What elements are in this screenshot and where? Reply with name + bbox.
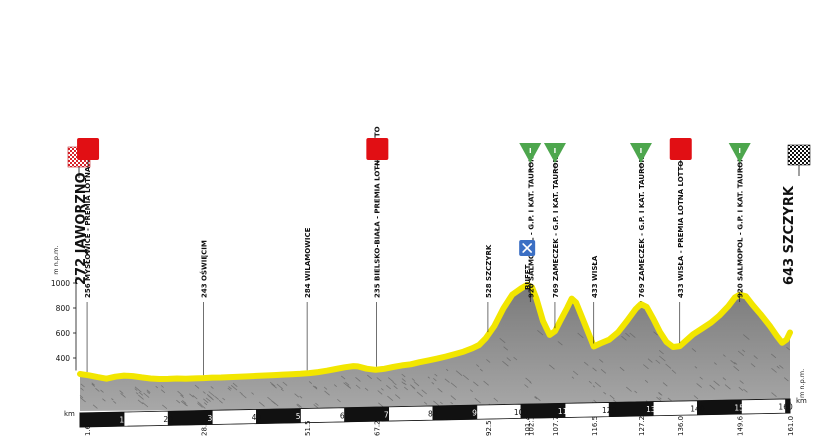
mountain-category-icon: I [554, 147, 557, 155]
annotation-label: 528 SZCZYRK [485, 244, 493, 298]
km-tick-label: 80 [428, 410, 438, 419]
annotation-leaders [86, 283, 741, 376]
km-marker-label: 51.5 [304, 420, 312, 436]
sprint-flag-icon [366, 138, 389, 160]
annotation-label: 920 SALMOPOL - G.P. I KAT. TAURON [737, 156, 745, 298]
km-axis-segment [344, 406, 389, 423]
km-axis-segment [211, 409, 257, 425]
km-tick-label: 40 [252, 413, 262, 422]
annotation-label: 284 WILAMOWICE [304, 227, 312, 298]
annotation-label: 256 MYSŁOWICE - PREMIA LOTNA LOTTO [84, 138, 92, 298]
km-marker-label: 136.0 [677, 416, 685, 436]
km-marker-label: 102.1 [527, 416, 535, 436]
annotation-label: BUFET [524, 264, 532, 290]
km-tick-label: 160 [778, 403, 793, 412]
fork-knife-icon [522, 243, 532, 253]
mountain-category-icon: I [529, 147, 532, 155]
km-axis-segment [432, 404, 478, 421]
annotation-label: 235 BIELSKO-BIAŁA - PREMIA LOTNA LOTTO [373, 126, 381, 298]
km-tick-label: 10 [119, 416, 129, 425]
y-axis-label-right: m n.p.m. [798, 369, 806, 398]
y-axis-label: m n.p.m. [52, 246, 60, 275]
annotation-label: 769 ZAMECZEK - G.P. I KAT. TAURON [552, 157, 560, 298]
km-axis-segment [785, 398, 791, 414]
km-tick-label: 50 [296, 412, 306, 421]
km-marker-label: 107.7 [552, 416, 560, 436]
km-tick-label: 110 [558, 407, 573, 416]
km-tick-label: 100 [514, 408, 529, 417]
elevation-axis: 400 600 800 1000 m n.p.m. m n.p.m. [51, 246, 806, 398]
terrain-fill [80, 284, 790, 411]
y-tick-label: 1000 [51, 279, 70, 288]
km-marker-label: 161.0 [787, 416, 795, 436]
km-tick-label: 130 [646, 405, 661, 414]
km-marker-label: 67.2 [373, 420, 381, 436]
mountain-classification-icon [728, 143, 751, 163]
annotation-label: 920 SALMOPOL - G.P. I KAT. TAURON [527, 156, 535, 298]
mountain-classification-icon [543, 143, 566, 163]
km-marker-label: 116.5 [591, 416, 599, 436]
terrain-area [77, 281, 793, 411]
km-tick-label: 140 [690, 404, 705, 413]
mountain-category-icon: I [640, 147, 643, 155]
km-tick-label: 20 [163, 415, 173, 424]
km-tick-label: 120 [602, 406, 617, 415]
km-marker-label: 149.6 [737, 415, 745, 436]
km-marker-label: 92.5 [485, 420, 493, 436]
km-axis-segment [123, 410, 169, 427]
km-tick-label: 90 [472, 409, 482, 418]
km-tick-label: 30 [208, 414, 218, 423]
mountain-classification-icon [629, 143, 652, 163]
y-tick-label: 800 [56, 304, 71, 313]
start-label: 272 JAWORZNO [74, 172, 89, 285]
sprint-flag-icon [77, 138, 100, 160]
annotation-label: 433 WISŁA [591, 255, 599, 298]
km-axis-segment [388, 405, 434, 422]
km-axis: 10 20 30 40 50 60 70 80 90 100 110 120 130 140 150 160k… [64, 397, 807, 436]
annotation-label: 433 WISŁA - PREMIA LOTNA LOTTO [677, 161, 685, 298]
finish-label: 643 SZCZYRK [782, 185, 797, 285]
sprint-flag-icon [669, 138, 692, 160]
km-marker-label: 101.4 [524, 415, 532, 436]
km-marker-label: 127.2 [638, 416, 646, 436]
km-marker-label: 28.0 [200, 420, 208, 436]
annotation-label: 243 OŚWIĘCIM [199, 240, 208, 298]
km-tick-label: 150 [734, 403, 749, 412]
km-tick-label: 70 [384, 410, 394, 419]
km-tick-label: 60 [340, 411, 350, 420]
profile-line [77, 281, 793, 382]
km-marker-label: 1.6 [84, 424, 92, 436]
finish-flag-icon [787, 144, 811, 166]
y-tick-label: 600 [56, 329, 71, 338]
y-tick-label: 400 [56, 354, 71, 363]
mountain-classification-icon [519, 143, 542, 163]
x-axis-label-start: km [64, 410, 75, 418]
km-axis-segment [256, 408, 301, 424]
annotation-labels: 272 JAWORZNO 643 SZCZYRK 256 MYSŁOWICE - P… [74, 126, 797, 298]
annotation-label: 769 ZAMECZEK - G.P. I KAT. TAURON [638, 157, 646, 298]
km-axis-segment [79, 411, 125, 428]
x-axis-label-end: km [796, 397, 807, 405]
mountain-category-icon: I [738, 147, 741, 155]
